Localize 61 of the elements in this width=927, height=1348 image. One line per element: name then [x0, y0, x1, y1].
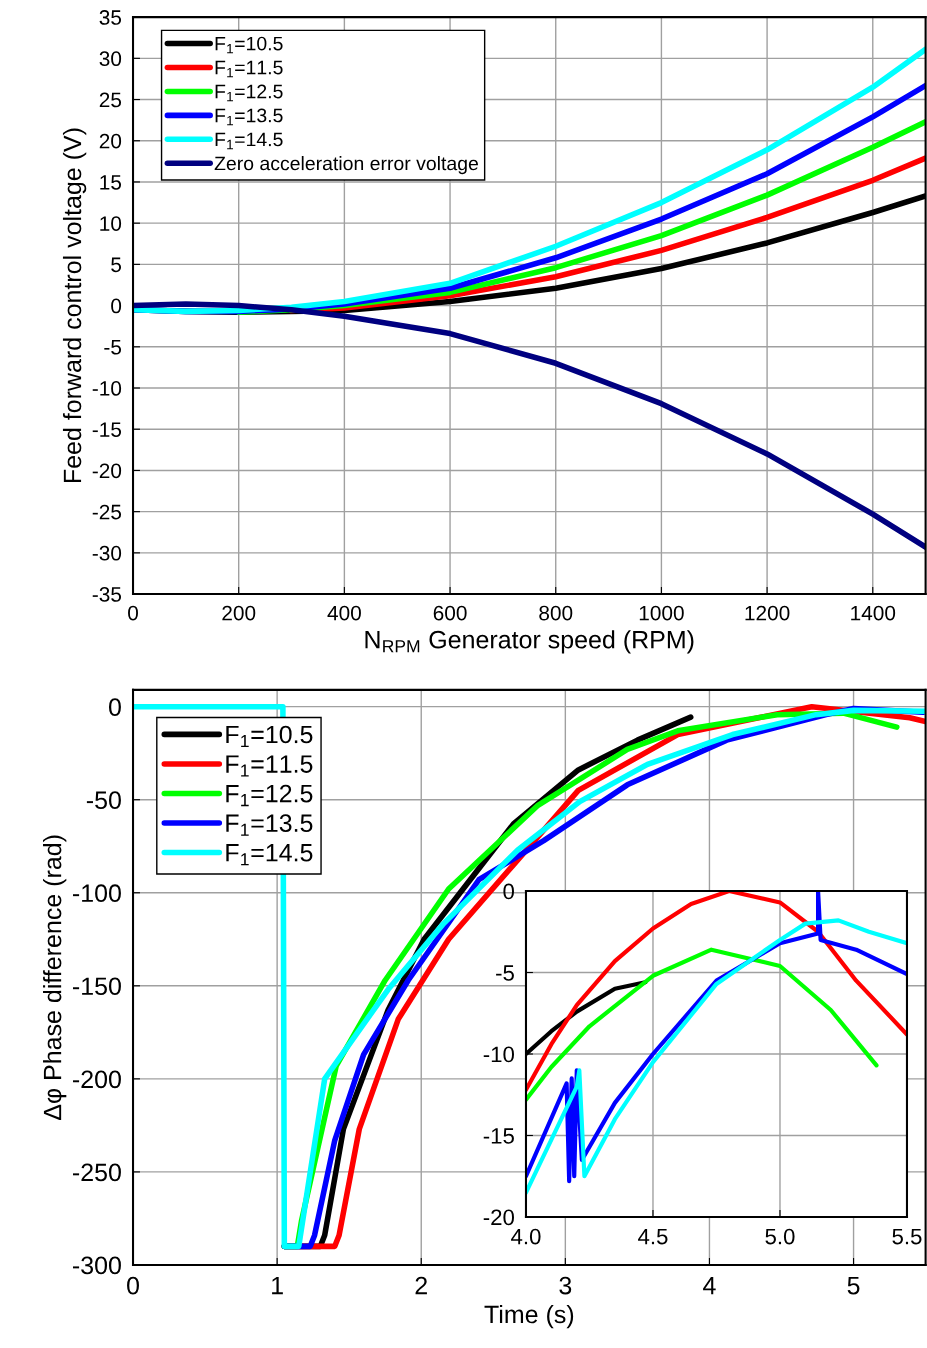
legend-label: F$_{1}$=12.5: [226, 784, 313, 807]
x-tick-label: 1200: [745, 605, 790, 621]
y-tick-label: 0: [111, 298, 122, 314]
y-tick-label: 5: [111, 257, 122, 273]
x-tick-label: 4: [703, 1276, 716, 1295]
legend-label: F$_{1}$=10.5: [215, 36, 283, 54]
x-tick-label: 400: [327, 605, 361, 621]
y-tick-label: 10: [100, 216, 122, 231]
y-tick-label: -50: [86, 791, 121, 810]
x-tick-label: 1400: [851, 605, 896, 621]
x-tick-label: 1: [272, 1276, 283, 1295]
legend-label: Zero acceleration error voltage: [214, 156, 478, 175]
legend-label: F$_{1}$=11.5: [215, 60, 283, 78]
legend-label: F$_{1}$=13.5: [215, 108, 283, 126]
y-tick-label: 30: [99, 51, 122, 67]
x-tick-label: 5.5: [892, 1228, 922, 1245]
y-tick-label: -150: [72, 977, 121, 996]
y-tick-label: -25: [92, 504, 122, 520]
y-tick-label: -100: [72, 884, 121, 903]
x-tick-label: 4.5: [638, 1228, 668, 1245]
y-tick-label: -250: [72, 1163, 121, 1182]
x-axis-title: N$_{RPM}$ Generator speed (RPM): [365, 630, 694, 654]
x-tick-label: 0: [127, 1276, 139, 1295]
x-axis-title: Time (s): [484, 1304, 574, 1329]
y-tick-label: -5: [496, 965, 514, 981]
legend-label: F$_{1}$=11.5: [226, 755, 313, 777]
x-tick-label: 0: [128, 605, 138, 621]
legend-label: F$_{1}$=13.5: [226, 814, 313, 836]
x-tick-label: 600: [433, 605, 467, 621]
x-tick-label: 2: [415, 1276, 427, 1295]
y-tick-label: 35: [99, 10, 122, 25]
legend-label: F$_{1}$=14.5: [226, 844, 313, 866]
y-tick-label: -300: [72, 1256, 121, 1275]
x-tick-label: 200: [222, 605, 256, 621]
line-series: [525, 947, 879, 1102]
y-axis-title: Feed forward control voltage (V): [62, 128, 87, 483]
x-tick-label: 5.0: [765, 1228, 795, 1245]
x-tick-label: 3: [559, 1276, 572, 1295]
legend-label: F$_{1}$=12.5: [215, 84, 283, 102]
x-tick-label: 800: [539, 605, 573, 621]
y-tick-label: 25: [99, 92, 122, 108]
y-tick-label: -30: [92, 545, 122, 561]
y-tick-label: -200: [72, 1070, 121, 1089]
y-axis-title: Δφ Phase difference (rad): [43, 835, 67, 1121]
y-tick-label: -10: [483, 1046, 514, 1063]
legend-label: F$_{1}$=14.5: [215, 132, 283, 150]
x-tick-label: 4.0: [511, 1228, 541, 1245]
y-tick-label: -5: [104, 340, 122, 355]
y-tick-label: -20: [92, 463, 122, 479]
legend-label: F$_{1}$=10.5: [226, 725, 313, 748]
y-tick-label: -20: [483, 1209, 514, 1226]
y-tick-label: -35: [92, 587, 122, 602]
y-tick-label: 0: [503, 883, 514, 900]
x-tick-label: 5: [847, 1276, 860, 1295]
y-tick-label: 0: [108, 698, 121, 716]
y-tick-label: 20: [99, 133, 122, 149]
y-tick-label: -15: [92, 422, 122, 437]
y-tick-label: -15: [483, 1128, 514, 1144]
y-tick-label: 15: [100, 175, 122, 190]
x-tick-label: 1000: [639, 605, 684, 621]
y-tick-label: -10: [92, 381, 122, 396]
